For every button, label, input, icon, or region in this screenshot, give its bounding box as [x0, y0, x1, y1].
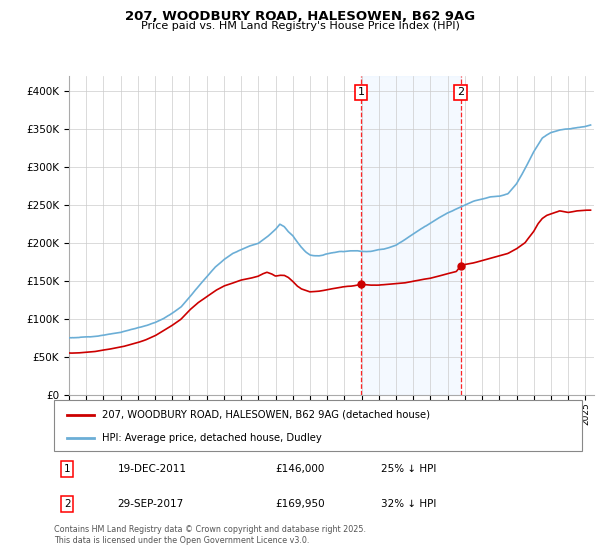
Text: £169,950: £169,950 — [276, 498, 325, 508]
Text: 19-DEC-2011: 19-DEC-2011 — [118, 464, 187, 474]
Text: Contains HM Land Registry data © Crown copyright and database right 2025.
This d: Contains HM Land Registry data © Crown c… — [54, 525, 366, 545]
Text: 1: 1 — [358, 87, 364, 97]
Text: 2: 2 — [457, 87, 464, 97]
Text: 207, WOODBURY ROAD, HALESOWEN, B62 9AG: 207, WOODBURY ROAD, HALESOWEN, B62 9AG — [125, 10, 475, 23]
Text: £146,000: £146,000 — [276, 464, 325, 474]
FancyBboxPatch shape — [54, 400, 582, 451]
Text: Price paid vs. HM Land Registry's House Price Index (HPI): Price paid vs. HM Land Registry's House … — [140, 21, 460, 31]
Text: 1: 1 — [64, 464, 71, 474]
Text: 25% ↓ HPI: 25% ↓ HPI — [382, 464, 437, 474]
Text: 207, WOODBURY ROAD, HALESOWEN, B62 9AG (detached house): 207, WOODBURY ROAD, HALESOWEN, B62 9AG (… — [101, 409, 430, 419]
Text: 32% ↓ HPI: 32% ↓ HPI — [382, 498, 437, 508]
Text: 2: 2 — [64, 498, 71, 508]
Text: HPI: Average price, detached house, Dudley: HPI: Average price, detached house, Dudl… — [101, 433, 321, 443]
Text: 29-SEP-2017: 29-SEP-2017 — [118, 498, 184, 508]
Bar — [361, 76, 461, 395]
